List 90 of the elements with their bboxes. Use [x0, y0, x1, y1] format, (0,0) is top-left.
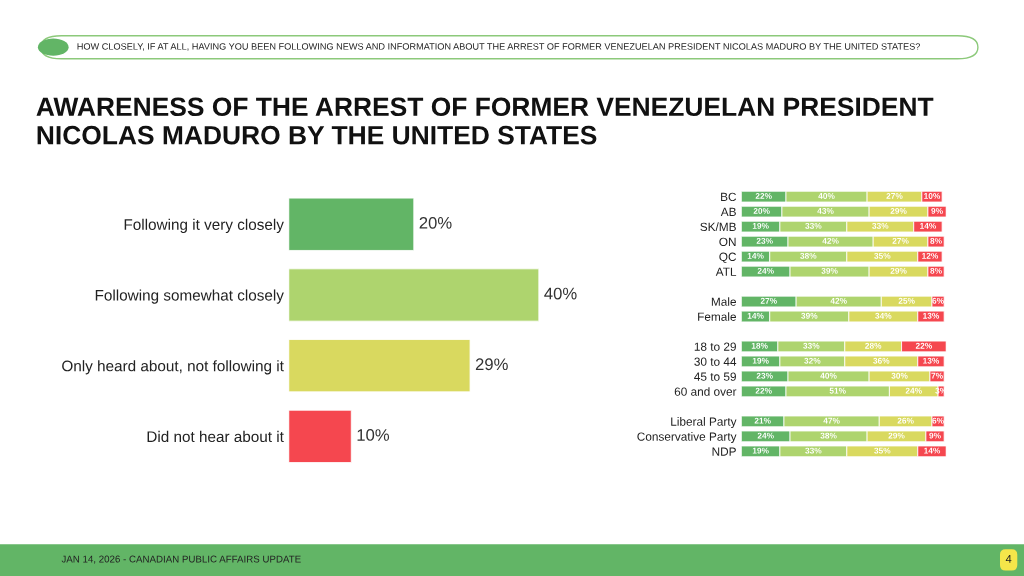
- data-label: 29%: [888, 432, 905, 439]
- bar: [288, 409, 352, 463]
- data-label: 33%: [805, 447, 822, 454]
- data-label: 27%: [892, 237, 909, 244]
- data-label: 18%: [751, 342, 768, 349]
- data-label: 32%: [804, 357, 821, 364]
- data-label: 39%: [821, 267, 838, 274]
- data-label: 14%: [924, 447, 941, 454]
- data-label: 24%: [757, 432, 774, 439]
- data-label: 10%: [924, 192, 941, 199]
- chart-title: AWARENESS OF THE ARREST OF FORMER VENEZUELAN PRESIDENT NICOLAS MADURO BY THE UNITED STATES: [36, 97, 934, 145]
- data-label: 38%: [820, 432, 837, 439]
- chart-subtitle: HOW CLOSELY, IF AT ALL, HAVING YOU BEEN FOLLOWING NEWS AND INFORMATION ABOUT THE ARREST OF FORMER VENEZUELAN PRESIDENT NICOLAS MADURO BY THE UNITED STATES?: [77, 43, 921, 51]
- y-tick-label: Following it very closely: [124, 218, 284, 233]
- data-label: 22%: [755, 387, 772, 394]
- data-label: 42%: [830, 297, 847, 304]
- data-label: 20%: [419, 216, 452, 229]
- data-label: 35%: [874, 252, 891, 259]
- data-label: 19%: [752, 222, 769, 229]
- data-label: 19%: [752, 357, 769, 364]
- data-label: 25%: [898, 297, 915, 304]
- y-tick-label: Female: [698, 312, 736, 321]
- data-label: 40%: [818, 192, 835, 199]
- y-tick-label: BC: [721, 192, 737, 202]
- data-label: 26%: [897, 417, 914, 424]
- data-label: 14%: [747, 312, 764, 319]
- data-label: 34%: [875, 312, 892, 319]
- data-label: 21%: [754, 417, 771, 424]
- data-label: 23%: [756, 372, 773, 379]
- data-label: 47%: [823, 417, 840, 424]
- data-label: 33%: [803, 342, 820, 349]
- bar: [288, 339, 471, 393]
- data-label: 8%: [930, 237, 942, 244]
- data-label: 6%: [932, 297, 944, 304]
- data-label: 22%: [915, 342, 932, 349]
- data-label: 42%: [822, 237, 839, 244]
- text: JAN 14, 2026 - CANADIAN PUBLIC AFFAIRS UPDATE: [61, 555, 301, 564]
- data-label: 14%: [747, 252, 764, 259]
- data-label: 6%: [932, 417, 944, 424]
- data-label: 12%: [922, 252, 939, 259]
- y-tick-label: Liberal Party: [671, 417, 737, 429]
- data-label: 38%: [800, 252, 817, 259]
- y-tick-label: 30 to 44: [694, 357, 737, 366]
- y-tick-label: ATL: [715, 267, 737, 276]
- y-tick-label: 18 to 29: [694, 342, 736, 351]
- bar: [288, 268, 540, 322]
- data-label: 33%: [805, 222, 822, 229]
- data-label: 51%: [829, 387, 846, 394]
- data-label: 33%: [872, 222, 889, 229]
- y-tick-label: Conservative Party: [637, 432, 737, 444]
- y-tick-label: Following somewhat closely: [95, 289, 284, 304]
- data-label: 24%: [905, 387, 922, 394]
- data-label: 27%: [886, 192, 903, 199]
- y-tick-label: QC: [719, 252, 737, 264]
- y-tick-label: Male: [711, 297, 736, 306]
- data-label: 43%: [817, 207, 834, 214]
- data-label: 24%: [757, 267, 774, 274]
- data-label: 8%: [930, 267, 942, 274]
- data-label: 27%: [760, 297, 777, 304]
- y-tick-label: 60 and over: [674, 387, 737, 396]
- data-label: 7%: [931, 372, 943, 379]
- data-label: 40%: [820, 372, 837, 379]
- data-label: 13%: [923, 312, 940, 319]
- text: 4: [1005, 555, 1012, 563]
- data-label: 22%: [755, 192, 772, 199]
- data-label: 19%: [752, 447, 769, 454]
- y-tick-label: 45 to 59: [694, 372, 736, 381]
- data-label: 20%: [753, 207, 770, 214]
- y-tick-label: Did not hear about it: [147, 430, 284, 443]
- y-tick-label: AB: [720, 207, 736, 216]
- data-label: 36%: [873, 357, 890, 364]
- data-label: 29%: [890, 207, 907, 214]
- data-label: 10%: [357, 429, 390, 441]
- data-label: 28%: [865, 342, 882, 349]
- data-label: 30%: [891, 372, 908, 379]
- data-label: 29%: [475, 358, 508, 371]
- y-tick-label: ON: [719, 237, 736, 246]
- data-label: 14%: [920, 222, 937, 229]
- y-tick-label: SK/MB: [700, 222, 736, 232]
- data-label: 9%: [931, 207, 943, 214]
- y-tick-label: NDP: [712, 447, 736, 456]
- bar: [288, 197, 415, 251]
- data-label: 39%: [801, 312, 818, 319]
- data-label: 23%: [756, 237, 773, 244]
- data-label: 40%: [544, 287, 577, 300]
- data-label: 9%: [929, 432, 941, 439]
- data-label: 29%: [890, 267, 907, 274]
- y-tick-label: Only heard about, not following it: [62, 360, 284, 375]
- data-label: 13%: [923, 357, 940, 364]
- data-label: 35%: [874, 447, 891, 454]
